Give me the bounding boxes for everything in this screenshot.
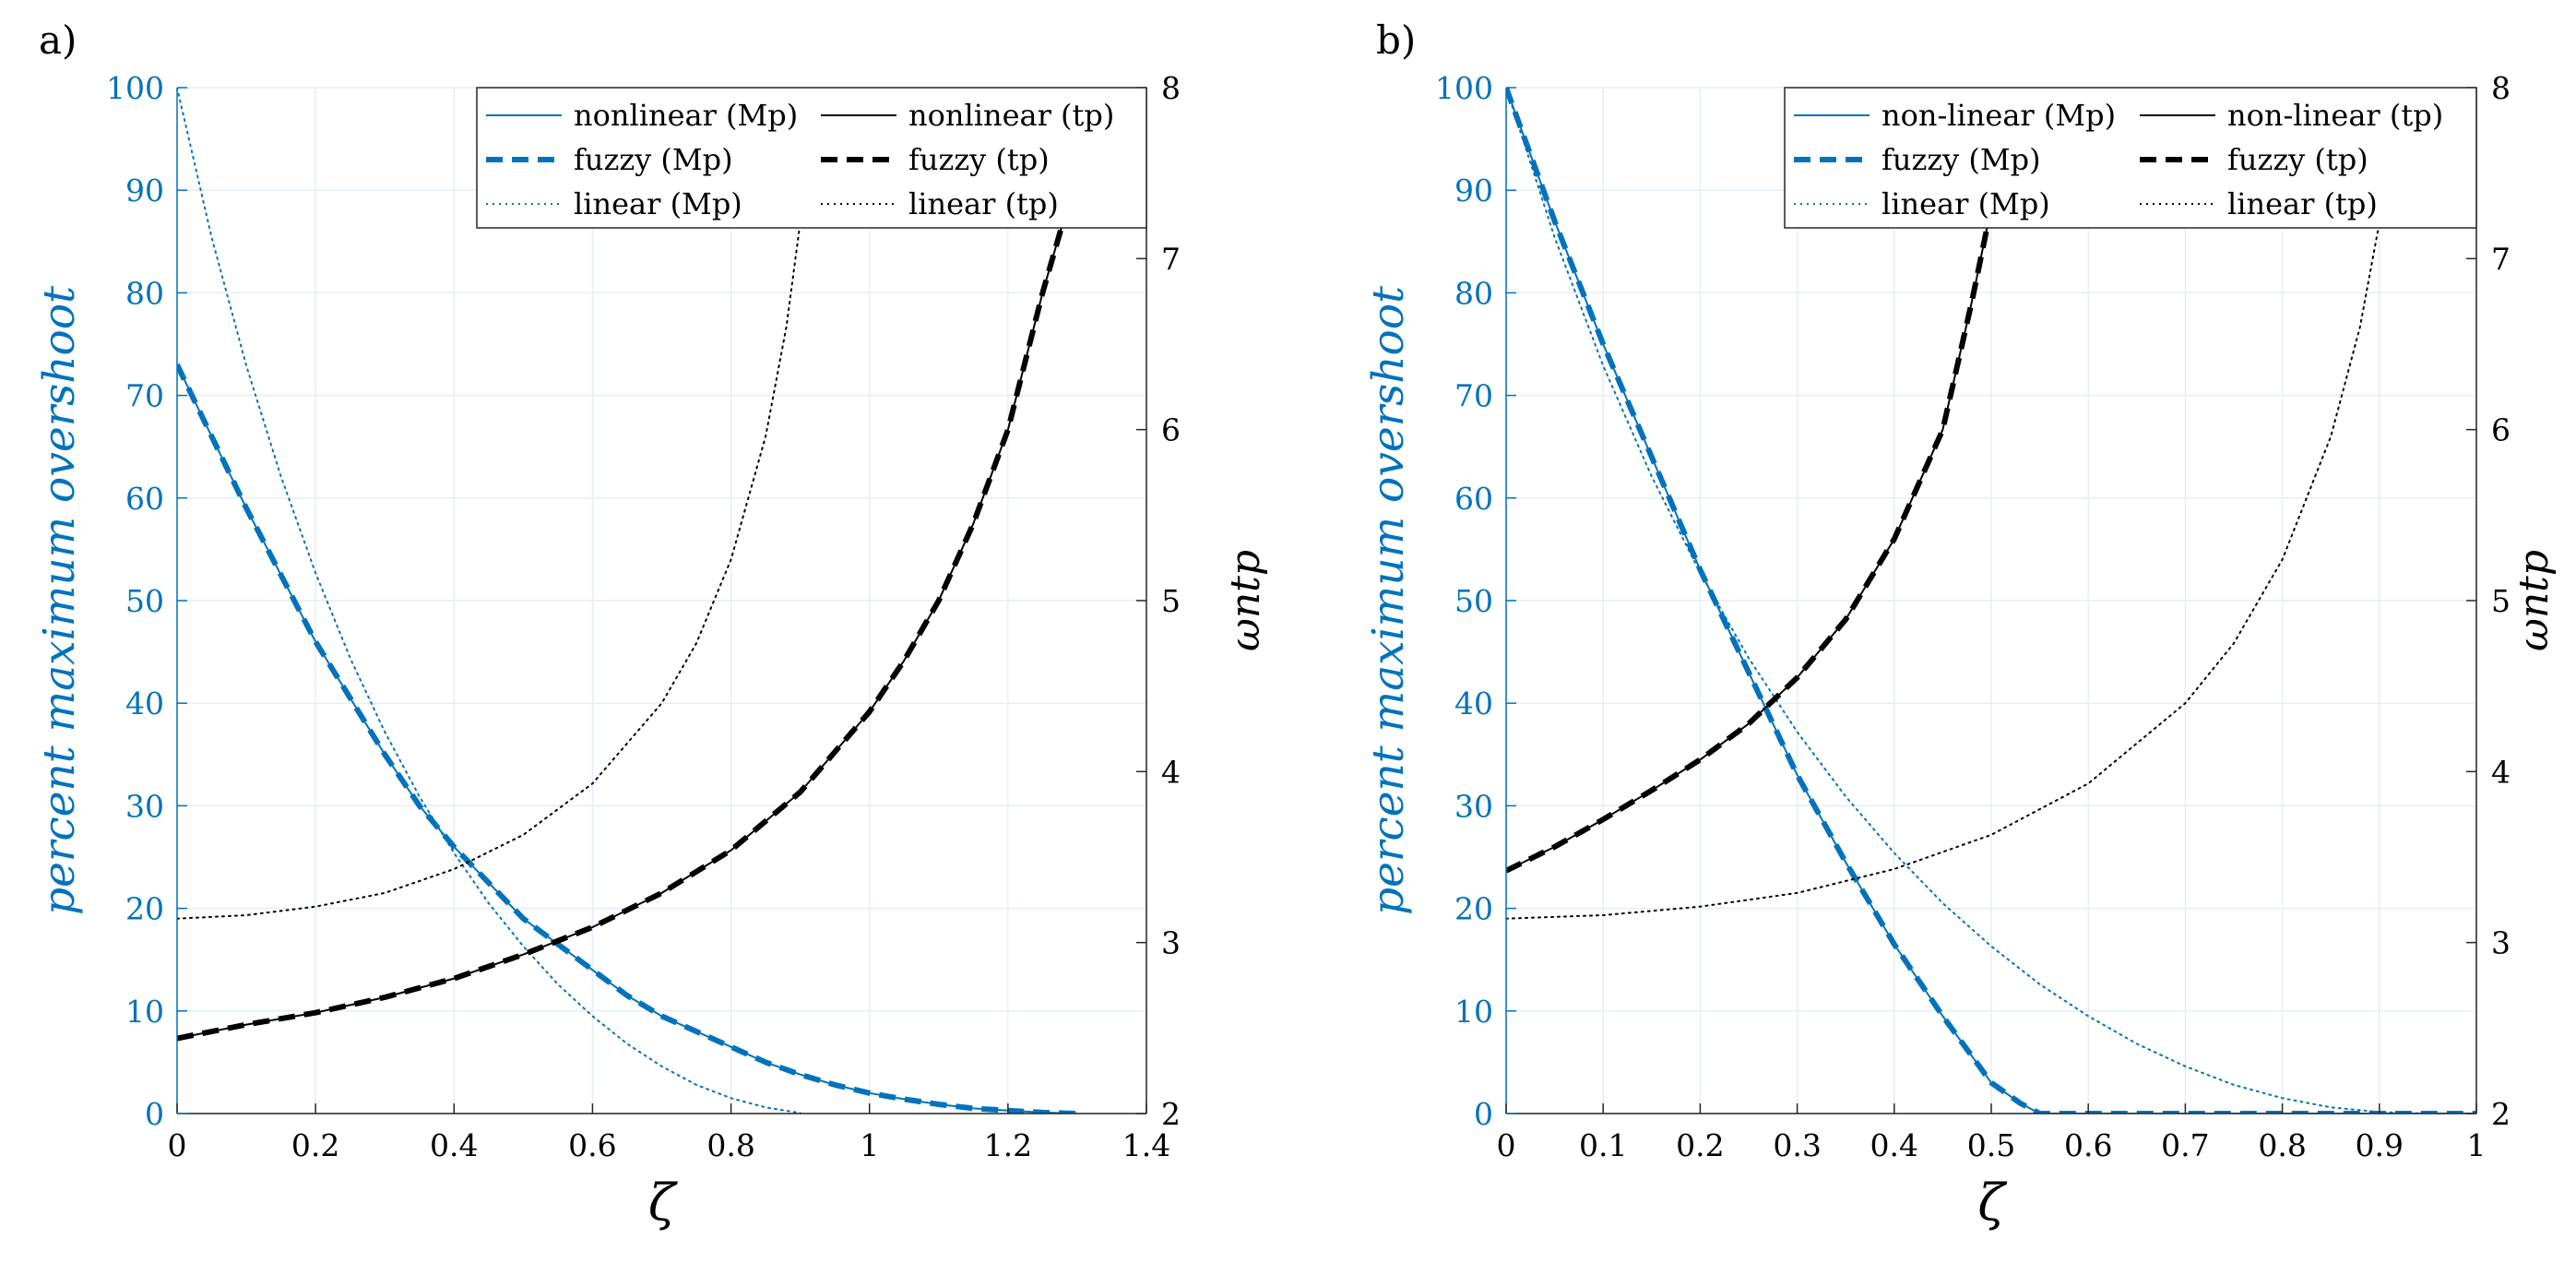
- legend-label: nonlinear (Mp): [574, 98, 798, 133]
- y-left-tick-label: 30: [1454, 788, 1493, 824]
- y-left-tick-label: 60: [1454, 481, 1493, 517]
- x-tick-label: 1.2: [984, 1127, 1032, 1163]
- y-axis-right-label: ωntp: [1222, 550, 1269, 651]
- axes: 0 0.1 0.2 0.3 0.4 0.5 0.6 0.7 0.8 0.9 101020304050…: [1435, 70, 2511, 1163]
- y-left-tick-label: 30: [125, 788, 164, 824]
- panel-label: b): [1376, 18, 1416, 63]
- series-line-non-linear-tp: [1506, 207, 1992, 872]
- y-left-tick-label: 70: [125, 378, 164, 414]
- y-right-tick-label: 6: [1161, 412, 1181, 448]
- y-right-tick-label: 5: [2491, 583, 2511, 619]
- series-line-fuzzy-mp: [177, 363, 1077, 1114]
- legend-label: nonlinear (tp): [908, 98, 1114, 133]
- series-line-linear-tp: [1506, 88, 2400, 920]
- legend-label: non-linear (Mp): [1882, 98, 2116, 133]
- series-group: [177, 88, 1080, 1114]
- legend: non-linear (Mp) non-linear (tp) fuzzy (Mp)…: [1784, 87, 2477, 229]
- x-tick-label: 0.7: [2161, 1127, 2209, 1163]
- legend-label: fuzzy (tp): [908, 142, 1050, 177]
- series-line-fuzzy-tp: [1506, 207, 1994, 874]
- grid: [1505, 87, 2477, 1114]
- y-right-tick-label: 6: [2491, 412, 2511, 448]
- y-left-tick-label: 0: [1474, 1096, 1493, 1132]
- y-right-tick-label: 3: [1161, 925, 1181, 961]
- y-axis-right-label: ωntp: [2511, 550, 2558, 651]
- y-left-tick-label: 100: [106, 70, 164, 106]
- series-line-fuzzy-tp: [177, 172, 1080, 1042]
- x-tick-label: 0.5: [1967, 1127, 2015, 1163]
- series-line-linear-mp: [1506, 88, 2476, 1114]
- y-left-tick-label: 10: [1454, 994, 1493, 1030]
- x-tick-label: 0: [168, 1127, 187, 1163]
- series-line-nonlinear-mp: [177, 363, 1077, 1114]
- y-right-tick-label: 3: [2491, 925, 2511, 961]
- y-left-tick-label: 80: [125, 275, 164, 311]
- x-tick-label: 0.4: [430, 1127, 478, 1163]
- x-tick-label: 0.4: [1870, 1127, 1918, 1163]
- y-left-tick-label: 20: [125, 891, 164, 927]
- panel-label: a): [39, 18, 77, 63]
- x-tick-label: 0.1: [1579, 1127, 1627, 1163]
- x-tick-label: 0.8: [706, 1127, 754, 1163]
- series-line-fuzzy-mp: [1506, 88, 2476, 1114]
- x-tick-label: 0.9: [2356, 1127, 2404, 1163]
- x-tick-label: 0.6: [568, 1127, 616, 1163]
- x-tick-label: 1: [860, 1127, 879, 1163]
- y-left-tick-label: 40: [1454, 685, 1493, 721]
- y-axis-left-label: percent maximum overshoot: [1363, 286, 1414, 915]
- legend-label: linear (Mp): [1882, 186, 2050, 221]
- legend-label: fuzzy (Mp): [1882, 142, 2041, 177]
- chart-panel-b: 0 0.1 0.2 0.3 0.4 0.5 0.6 0.7 0.8 0.9 101020304050…: [1363, 18, 2558, 1232]
- legend-label: fuzzy (tp): [2227, 142, 2368, 177]
- y-left-tick-label: 100: [1435, 70, 1493, 106]
- y-left-tick-label: 90: [1454, 173, 1493, 209]
- legend-box: [1784, 87, 2477, 229]
- y-left-tick-label: 90: [125, 173, 164, 209]
- y-left-tick-label: 60: [125, 481, 164, 517]
- y-left-tick-label: 40: [125, 685, 164, 721]
- axes: 0 0.2 0.4 0.6 0.8 1 1.2 1.4 0 10 20 30 40 50 60 70 80 90 1…: [106, 70, 1181, 1163]
- x-tick-label: 0.2: [291, 1127, 339, 1163]
- y-right-tick-label: 4: [2491, 754, 2511, 790]
- x-tick-label: 0.6: [2064, 1127, 2112, 1163]
- x-axis-label: ζ: [1977, 1174, 2007, 1232]
- x-tick-label: 0.2: [1676, 1127, 1724, 1163]
- legend-label: linear (tp): [2227, 186, 2378, 221]
- x-tick-label: 0.8: [2258, 1127, 2306, 1163]
- y-left-tick-label: 50: [1454, 583, 1493, 619]
- x-tick-label: 0: [1497, 1127, 1516, 1163]
- y-right-tick-label: 7: [2491, 241, 2511, 277]
- grid: [176, 87, 1147, 1114]
- y-left-tick-label: 70: [1454, 378, 1493, 414]
- y-right-tick-label: 2: [1161, 1096, 1181, 1132]
- y-right-tick-label: 5: [1161, 583, 1181, 619]
- y-left-tick-label: 0: [145, 1096, 164, 1132]
- legend-label: linear (tp): [908, 186, 1059, 221]
- y-right-tick-label: 4: [1161, 754, 1181, 790]
- legend-label: linear (Mp): [574, 186, 742, 221]
- y-axis-left-label: percent maximum overshoot: [34, 286, 85, 915]
- legend-label: fuzzy (Mp): [574, 142, 733, 177]
- legend-box: [476, 87, 1147, 229]
- x-axis-label: ζ: [648, 1174, 678, 1232]
- x-tick-label: 1.4: [1122, 1127, 1170, 1163]
- y-right-tick-label: 8: [1161, 70, 1181, 106]
- legend-label: non-linear (tp): [2227, 98, 2443, 133]
- x-tick-label: 0.3: [1773, 1127, 1821, 1163]
- y-right-tick-label: 7: [1161, 241, 1181, 277]
- series-group: [1506, 88, 2476, 1114]
- y-right-tick-label: 8: [2491, 70, 2511, 106]
- y-left-tick-label: 10: [125, 994, 164, 1030]
- chart-panel-a: 0 0.2 0.4 0.6 0.8 1 1.2 1.4 0 10 20 30 40 50 60 70 80 90 1…: [34, 18, 1269, 1232]
- legend: nonlinear (Mp) nonlinear (tp) fuzzy (Mp) fu…: [476, 87, 1147, 229]
- y-right-tick-label: 2: [2491, 1096, 2511, 1132]
- series-line-linear-mp: [177, 88, 801, 1114]
- y-left-tick-label: 20: [1454, 891, 1493, 927]
- series-line-linear-tp: [177, 88, 815, 920]
- y-left-tick-label: 50: [125, 583, 164, 619]
- y-left-tick-label: 80: [1454, 275, 1493, 311]
- x-tick-label: 1: [2467, 1127, 2487, 1163]
